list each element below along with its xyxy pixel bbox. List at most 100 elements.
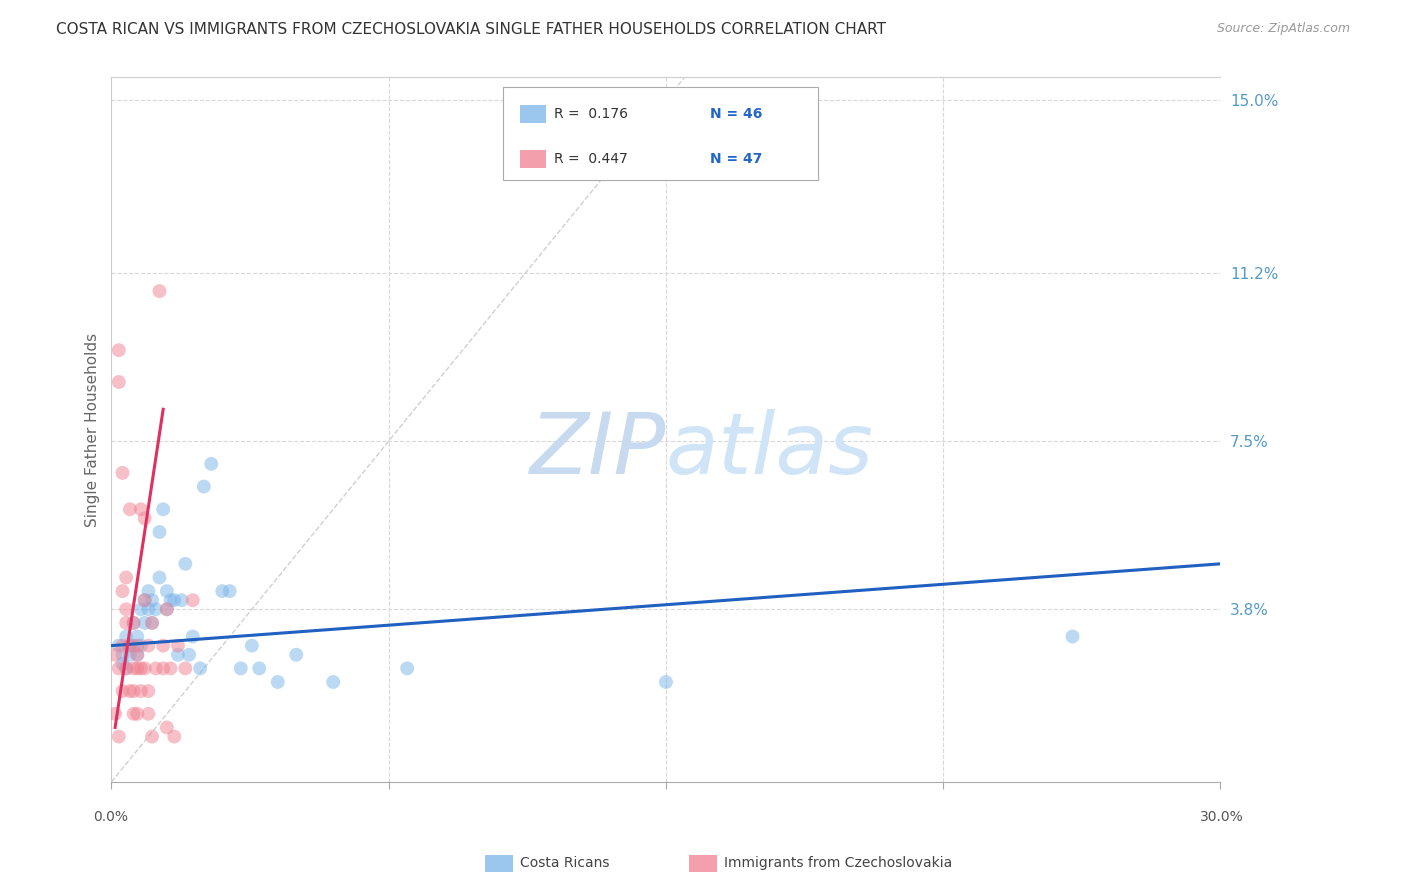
Point: [111, 639, 134, 653]
Y-axis label: Single Father Households: Single Father Households: [86, 333, 100, 527]
Point: [138, 602, 160, 616]
Point: [122, 639, 145, 653]
Point: [111, 584, 134, 599]
Point: [129, 639, 152, 653]
Point: [181, 593, 204, 607]
Point: [152, 502, 174, 516]
Point: [148, 284, 170, 298]
Point: [111, 648, 134, 662]
Point: [129, 602, 152, 616]
Point: [129, 684, 152, 698]
Point: [118, 639, 141, 653]
Point: [138, 639, 160, 653]
Point: [156, 602, 179, 616]
Point: [115, 661, 138, 675]
Text: N = 47: N = 47: [710, 152, 762, 166]
Point: [193, 479, 215, 493]
Point: [141, 615, 163, 630]
Point: [163, 730, 186, 744]
Point: [174, 557, 197, 571]
Point: [163, 593, 186, 607]
Point: [145, 661, 167, 675]
Point: [152, 639, 174, 653]
Point: [1062, 630, 1084, 644]
Point: [141, 615, 163, 630]
Point: [167, 648, 190, 662]
Point: [145, 602, 167, 616]
Point: [122, 615, 145, 630]
Text: 30.0%: 30.0%: [1199, 810, 1243, 824]
Point: [115, 661, 138, 675]
Point: [107, 343, 129, 358]
Point: [107, 639, 129, 653]
Text: R =  0.447: R = 0.447: [554, 152, 627, 166]
Text: Immigrants from Czechoslovakia: Immigrants from Czechoslovakia: [724, 856, 952, 871]
Point: [122, 661, 145, 675]
Point: [285, 648, 308, 662]
Point: [134, 615, 156, 630]
Point: [156, 721, 179, 735]
Point: [115, 602, 138, 616]
Point: [118, 639, 141, 653]
Point: [138, 706, 160, 721]
Point: [396, 661, 419, 675]
Point: [127, 648, 149, 662]
Point: [115, 630, 138, 644]
Point: [138, 684, 160, 698]
Text: atlas: atlas: [666, 409, 875, 492]
Point: [107, 730, 129, 744]
Point: [156, 602, 179, 616]
Point: [127, 630, 149, 644]
Point: [148, 524, 170, 539]
Text: Source: ZipAtlas.com: Source: ZipAtlas.com: [1216, 22, 1350, 36]
Point: [211, 584, 233, 599]
Point: [134, 593, 156, 607]
Point: [104, 648, 127, 662]
Point: [188, 661, 211, 675]
Text: R =  0.176: R = 0.176: [554, 107, 628, 121]
Point: [174, 661, 197, 675]
Text: ZIP: ZIP: [530, 409, 666, 492]
Point: [247, 661, 270, 675]
Point: [107, 661, 129, 675]
Point: [107, 375, 129, 389]
Text: 0.0%: 0.0%: [93, 810, 128, 824]
Point: [167, 639, 190, 653]
Point: [115, 570, 138, 584]
Point: [177, 648, 200, 662]
Point: [122, 615, 145, 630]
Point: [127, 661, 149, 675]
Point: [181, 630, 204, 644]
Point: [218, 584, 240, 599]
Point: [118, 684, 141, 698]
Point: [115, 615, 138, 630]
Point: [129, 661, 152, 675]
Point: [156, 584, 179, 599]
Point: [118, 648, 141, 662]
Point: [111, 466, 134, 480]
Point: [200, 457, 222, 471]
Point: [267, 675, 290, 690]
Point: [229, 661, 252, 675]
Point: [111, 684, 134, 698]
Point: [138, 584, 160, 599]
Point: [141, 730, 163, 744]
Point: [240, 639, 263, 653]
Text: COSTA RICAN VS IMMIGRANTS FROM CZECHOSLOVAKIA SINGLE FATHER HOUSEHOLDS CORRELATI: COSTA RICAN VS IMMIGRANTS FROM CZECHOSLO…: [56, 22, 886, 37]
Point: [127, 648, 149, 662]
Point: [111, 657, 134, 671]
Point: [141, 593, 163, 607]
Point: [159, 593, 181, 607]
Point: [134, 661, 156, 675]
Point: [148, 570, 170, 584]
Point: [134, 593, 156, 607]
Point: [122, 684, 145, 698]
Point: [118, 502, 141, 516]
Point: [655, 675, 678, 690]
Point: [322, 675, 344, 690]
Point: [159, 661, 181, 675]
Point: [104, 706, 127, 721]
Point: [152, 661, 174, 675]
Point: [129, 502, 152, 516]
Point: [122, 706, 145, 721]
